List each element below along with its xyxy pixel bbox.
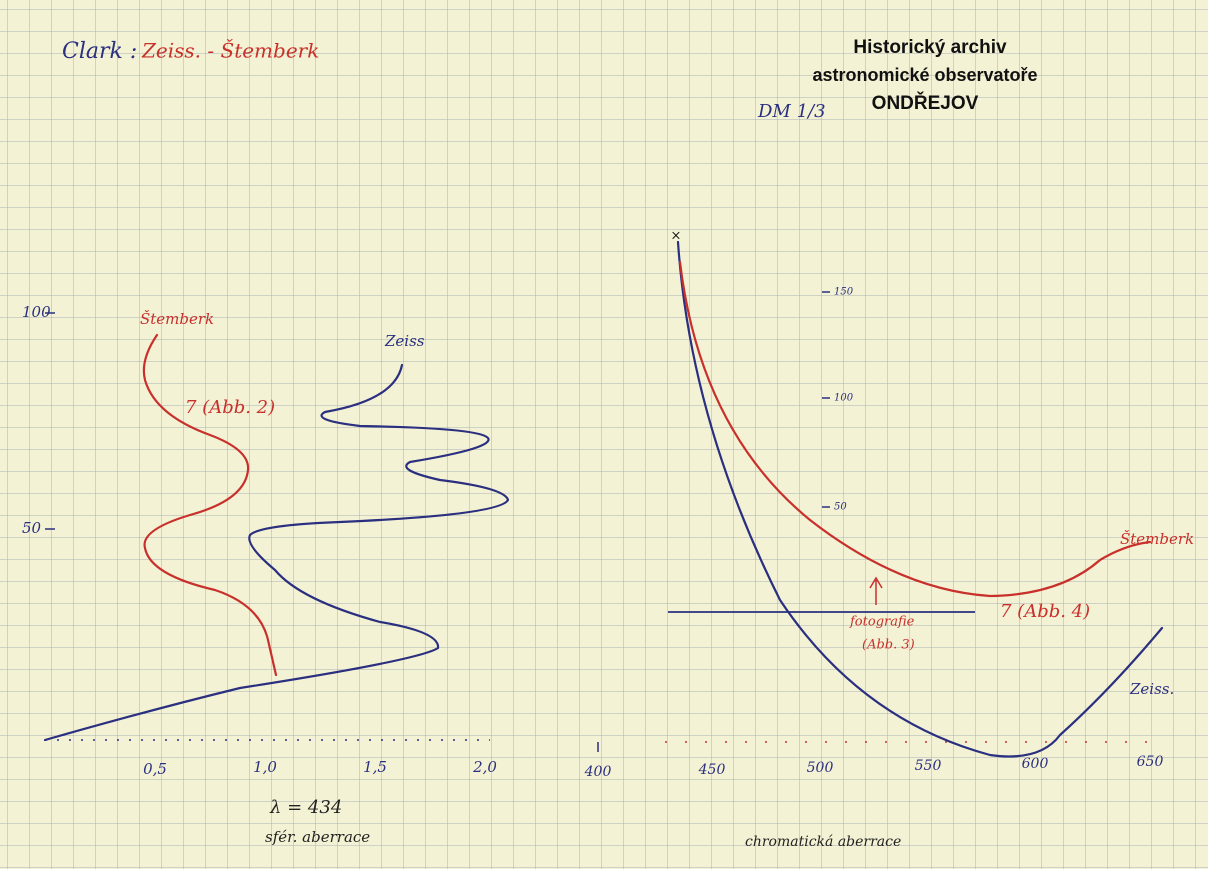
x-tick-label: 500: [807, 760, 834, 776]
marker: ×: [671, 229, 682, 244]
curve-label: Zeiss: [384, 332, 425, 350]
grid: [0, 0, 1208, 869]
stamp-line: ONDŘEJOV: [872, 92, 979, 114]
curve-note: 7 (Abb. 2): [185, 397, 275, 418]
x-tick-label: 400: [584, 764, 612, 780]
y-tick-label: 100: [834, 393, 854, 404]
photo-note: (Abb. 3): [862, 638, 915, 653]
title-clark: Clark :: [62, 39, 137, 64]
caption: sfér. aberrace: [265, 828, 370, 846]
y-tick-label: 50: [22, 519, 42, 537]
photo-note: fotografie: [849, 615, 915, 630]
y-tick-label: 100: [22, 303, 51, 321]
x-tick-label: 1,5: [363, 758, 387, 776]
title-rest: Zeiss. - Štemberk: [141, 39, 319, 63]
curve-label: Zeiss.: [1129, 680, 1174, 698]
x-tick-label: 450: [698, 762, 726, 778]
reference: DM 1/3: [757, 101, 826, 122]
page: Clark : Zeiss. - Štemberk Historický arc…: [0, 0, 1208, 869]
curve-note: 7 (Abb. 4): [1000, 601, 1090, 622]
y-tick-label: 150: [834, 287, 854, 298]
wavelength: λ = 434: [269, 797, 342, 818]
caption: chromatická aberrace: [745, 834, 901, 850]
stamp-line: astronomické observatoře: [812, 65, 1037, 85]
x-tick-label: 650: [1137, 754, 1164, 770]
x-tick-label: 600: [1022, 756, 1049, 772]
x-tick-label: 2,0: [472, 758, 497, 776]
graph-paper: Clark : Zeiss. - Štemberk Historický arc…: [0, 0, 1208, 869]
x-tick-label: 0,5: [143, 760, 167, 778]
x-tick-label: 550: [915, 758, 942, 774]
stamp-line: Historický archiv: [853, 37, 1007, 58]
curve-label: Štemberk: [1120, 530, 1194, 548]
y-tick-label: 50: [834, 502, 847, 513]
x-tick-label: 1,0: [253, 758, 277, 776]
curve-label: Štemberk: [140, 310, 214, 328]
